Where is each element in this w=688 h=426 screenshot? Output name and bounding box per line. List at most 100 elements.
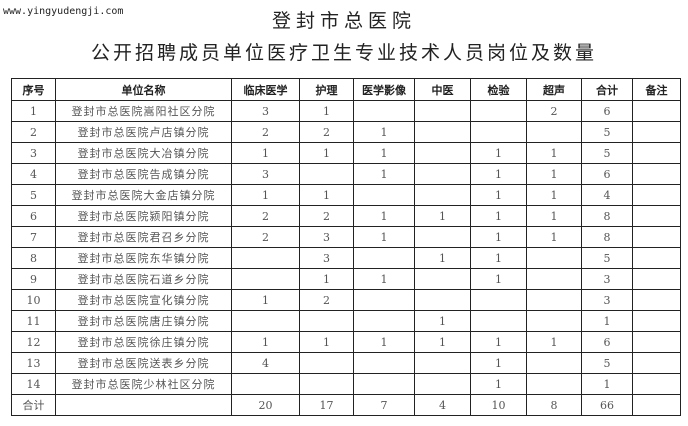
table-cell <box>414 289 471 311</box>
table-cell <box>632 331 681 353</box>
table-cell: 3 <box>231 163 300 185</box>
table-cell: 2 <box>231 226 300 248</box>
column-header: 序号 <box>11 78 56 101</box>
table-cell <box>632 100 681 122</box>
table-cell: 1 <box>470 268 527 290</box>
table-cell <box>231 310 300 332</box>
positions-table: 序号 单位名称 临床医学 护理 医学影像 中医 检验 超声 合计 备注 1 登封市总医院嵩阳社区分院… <box>11 78 681 416</box>
table-cell <box>632 268 681 290</box>
table-row: 14 登封市总医院少林社区分院 1 1 <box>11 373 681 395</box>
table-cell <box>526 352 582 374</box>
table-cell: 1 <box>581 373 633 395</box>
table-cell: 8 <box>526 394 582 416</box>
table-cell: 1 <box>470 247 527 269</box>
column-header: 超声 <box>526 78 582 101</box>
table-cell: 20 <box>231 394 300 416</box>
table-cell: 11 <box>11 310 56 332</box>
table-cell <box>299 163 354 185</box>
table-cell: 1 <box>231 142 300 164</box>
table-cell: 1 <box>414 310 471 332</box>
document-title: 登封市总医院 <box>271 10 416 32</box>
table-cell <box>526 268 582 290</box>
table-header-row: 序号 单位名称 临床医学 护理 医学影像 中医 检验 超声 合计 备注 <box>11 78 681 101</box>
table-cell: 1 <box>414 247 471 269</box>
table-cell: 1 <box>299 142 354 164</box>
table-cell: 12 <box>11 331 56 353</box>
table-cell: 7 <box>353 394 415 416</box>
table-cell <box>632 373 681 395</box>
table-cell <box>414 142 471 164</box>
table-cell: 1 <box>353 205 415 227</box>
table-cell: 3 <box>581 289 633 311</box>
table-cell: 1 <box>470 373 527 395</box>
table-cell: 5 <box>581 352 633 374</box>
table-cell <box>299 352 354 374</box>
column-header: 备注 <box>632 78 681 101</box>
table-cell <box>353 289 415 311</box>
table-cell <box>632 247 681 269</box>
table-cell <box>353 100 415 122</box>
table-cell: 1 <box>231 331 300 353</box>
table-cell: 1 <box>526 226 582 248</box>
table-cell <box>632 394 681 416</box>
table-row: 9 登封市总医院石道乡分院 1 1 1 3 <box>11 268 681 290</box>
table-row: 10 登封市总医院宣化镇分院 1 2 3 <box>11 289 681 311</box>
table-cell: 4 <box>414 394 471 416</box>
unit-name-cell: 登封市总医院卢店镇分院 <box>55 121 232 143</box>
table-row: 6 登封市总医院颍阳镇分院 2 2 1 1 1 1 8 <box>11 205 681 227</box>
unit-name-cell: 登封市总医院唐庄镇分院 <box>55 310 232 332</box>
table-cell: 6 <box>11 205 56 227</box>
table-cell: 2 <box>299 121 354 143</box>
table-cell: 3 <box>299 247 354 269</box>
unit-name-cell: 登封市总医院少林社区分院 <box>55 373 232 395</box>
table-cell <box>632 226 681 248</box>
table-cell: 1 <box>470 184 527 206</box>
table-cell <box>414 373 471 395</box>
table-cell: 1 <box>470 331 527 353</box>
unit-name-cell: 登封市总医院颍阳镇分院 <box>55 205 232 227</box>
table-row: 3 登封市总医院大冶镇分院 1 1 1 1 1 5 <box>11 142 681 164</box>
table-cell: 7 <box>11 226 56 248</box>
table-cell <box>470 289 527 311</box>
column-header: 医学影像 <box>353 78 415 101</box>
table-cell <box>470 121 527 143</box>
table-cell <box>632 121 681 143</box>
table-cell <box>470 310 527 332</box>
table-row: 2 登封市总医院卢店镇分院 2 2 1 5 <box>11 121 681 143</box>
table-cell: 5 <box>11 184 56 206</box>
table-cell: 3 <box>231 100 300 122</box>
table-row: 11 登封市总医院唐庄镇分院 1 1 <box>11 310 681 332</box>
table-cell: 1 <box>470 352 527 374</box>
table-cell: 5 <box>581 121 633 143</box>
table-row: 4 登封市总医院告成镇分院 3 1 1 1 6 <box>11 163 681 185</box>
table-cell: 1 <box>526 163 582 185</box>
table-cell: 8 <box>581 205 633 227</box>
table-cell: 14 <box>11 373 56 395</box>
table-cell <box>414 163 471 185</box>
table-cell: 9 <box>11 268 56 290</box>
unit-name-cell: 登封市总医院告成镇分院 <box>55 163 232 185</box>
table-cell <box>526 247 582 269</box>
table-cell: 1 <box>526 184 582 206</box>
table-cell: 1 <box>414 331 471 353</box>
table-cell <box>414 268 471 290</box>
table-cell <box>526 121 582 143</box>
table-cell: 10 <box>11 289 56 311</box>
table-cell <box>353 310 415 332</box>
column-header: 临床医学 <box>231 78 300 101</box>
table-cell <box>353 373 415 395</box>
table-cell: 8 <box>11 247 56 269</box>
table-cell: 2 <box>231 205 300 227</box>
table-cell <box>632 163 681 185</box>
unit-name-cell <box>55 394 232 416</box>
unit-name-cell: 登封市总医院石道乡分院 <box>55 268 232 290</box>
watermark: www.yingyudengji.com <box>3 6 124 17</box>
table-cell <box>414 352 471 374</box>
table-cell: 1 <box>299 100 354 122</box>
table-cell <box>526 289 582 311</box>
table-cell: 5 <box>581 247 633 269</box>
table-cell <box>632 184 681 206</box>
table-cell: 2 <box>299 289 354 311</box>
unit-name-cell: 登封市总医院大冶镇分院 <box>55 142 232 164</box>
unit-name-cell: 登封市总医院宣化镇分院 <box>55 289 232 311</box>
